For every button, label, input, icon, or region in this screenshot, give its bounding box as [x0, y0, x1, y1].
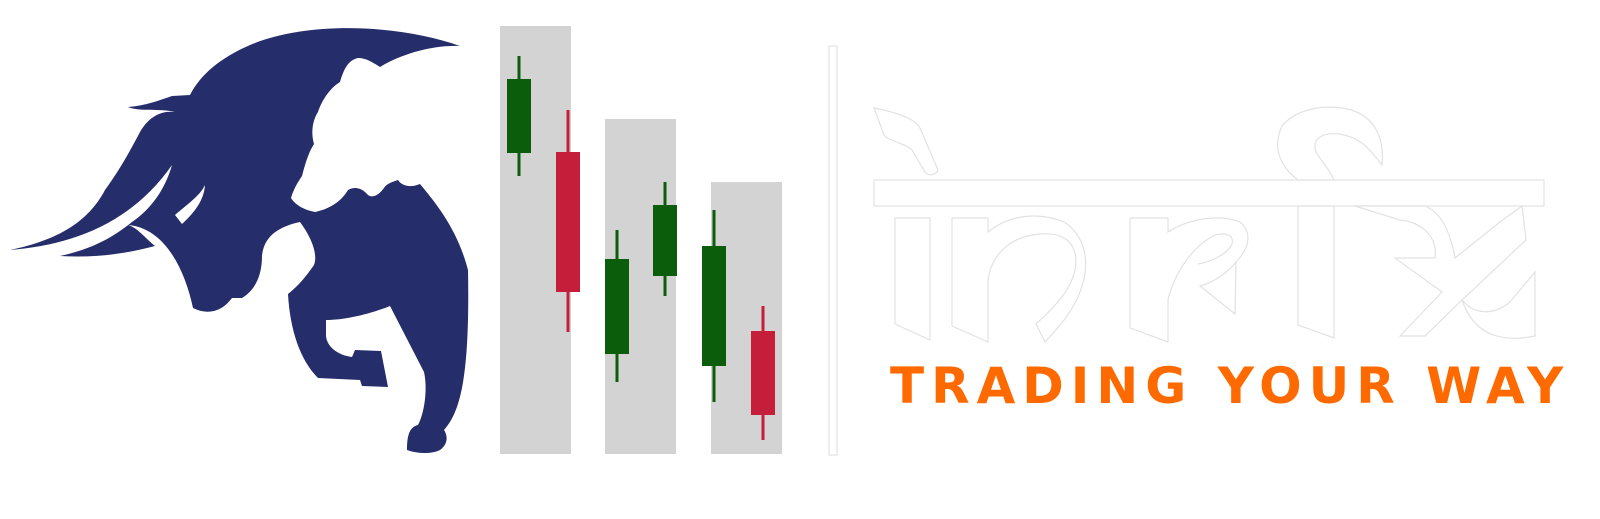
candle [751, 306, 775, 440]
candle [653, 182, 677, 296]
candle [702, 210, 726, 402]
candle [605, 230, 629, 382]
candle [556, 110, 580, 332]
candlestick-chart-icon [500, 26, 782, 454]
tagline: TRADING YOUR WAY [890, 357, 1571, 415]
divider [828, 45, 838, 456]
brand-wordmark [873, 106, 1545, 344]
bull-head-icon [10, 28, 469, 453]
candle [507, 56, 531, 176]
